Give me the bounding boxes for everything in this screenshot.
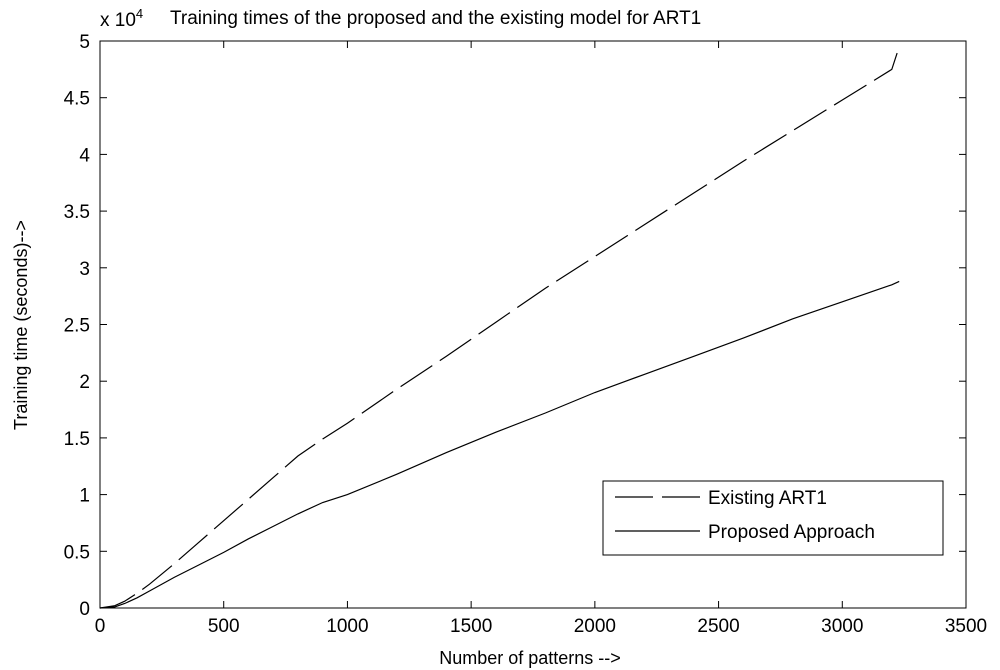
legend-label-existing: Existing ART1 <box>708 488 827 509</box>
series-line-proposed-approach <box>99 280 900 609</box>
y-tick-label: 5 <box>79 32 90 53</box>
y-tick-label: 2 <box>79 372 90 393</box>
x-tick-label: 2000 <box>574 616 616 637</box>
x-tick-label: 2500 <box>697 616 739 637</box>
y-tick-label: 2.5 <box>64 316 90 337</box>
y-multiplier-exponent: 4 <box>136 6 143 21</box>
y-tick-label: 3.5 <box>64 202 90 223</box>
x-tick-label: 500 <box>208 616 240 637</box>
y-tick-label: 1 <box>79 486 90 507</box>
x-tick-label: 1500 <box>450 616 492 637</box>
x-tick-label: 3000 <box>821 616 863 637</box>
x-axis-label: Number of patterns --> <box>439 648 621 668</box>
series-line-existing-art1 <box>99 46 900 609</box>
y-tick-label: 1.5 <box>64 429 90 450</box>
y-multiplier-base: x 10 <box>100 10 136 31</box>
y-tick-label: 4 <box>79 145 90 166</box>
x-tick-label: 0 <box>95 616 106 637</box>
x-tick-label: 3500 <box>945 616 987 637</box>
x-axis: 0 500 1000 1500 2000 2500 3000 3500 <box>95 41 987 637</box>
y-tick-label: 0.5 <box>64 542 90 563</box>
y-axis-label: Training time (seconds)--> <box>11 220 31 430</box>
y-tick-label: 0 <box>79 599 90 620</box>
x-tick-label: 1000 <box>326 616 368 637</box>
y-tick-label: 3 <box>79 259 90 280</box>
y-axis: 0 0.5 1 1.5 2 2.5 3 3.5 4 4.5 5 <box>64 32 966 620</box>
legend-box <box>602 480 944 556</box>
legend: Existing ART1 Proposed Approach <box>602 480 944 556</box>
chart-title: Training times of the proposed and the e… <box>170 8 701 29</box>
y-tick-label: 4.5 <box>64 89 90 110</box>
legend-label-proposed: Proposed Approach <box>708 522 875 543</box>
y-multiplier-label: x 104 <box>100 6 143 31</box>
series-layer <box>99 46 900 609</box>
